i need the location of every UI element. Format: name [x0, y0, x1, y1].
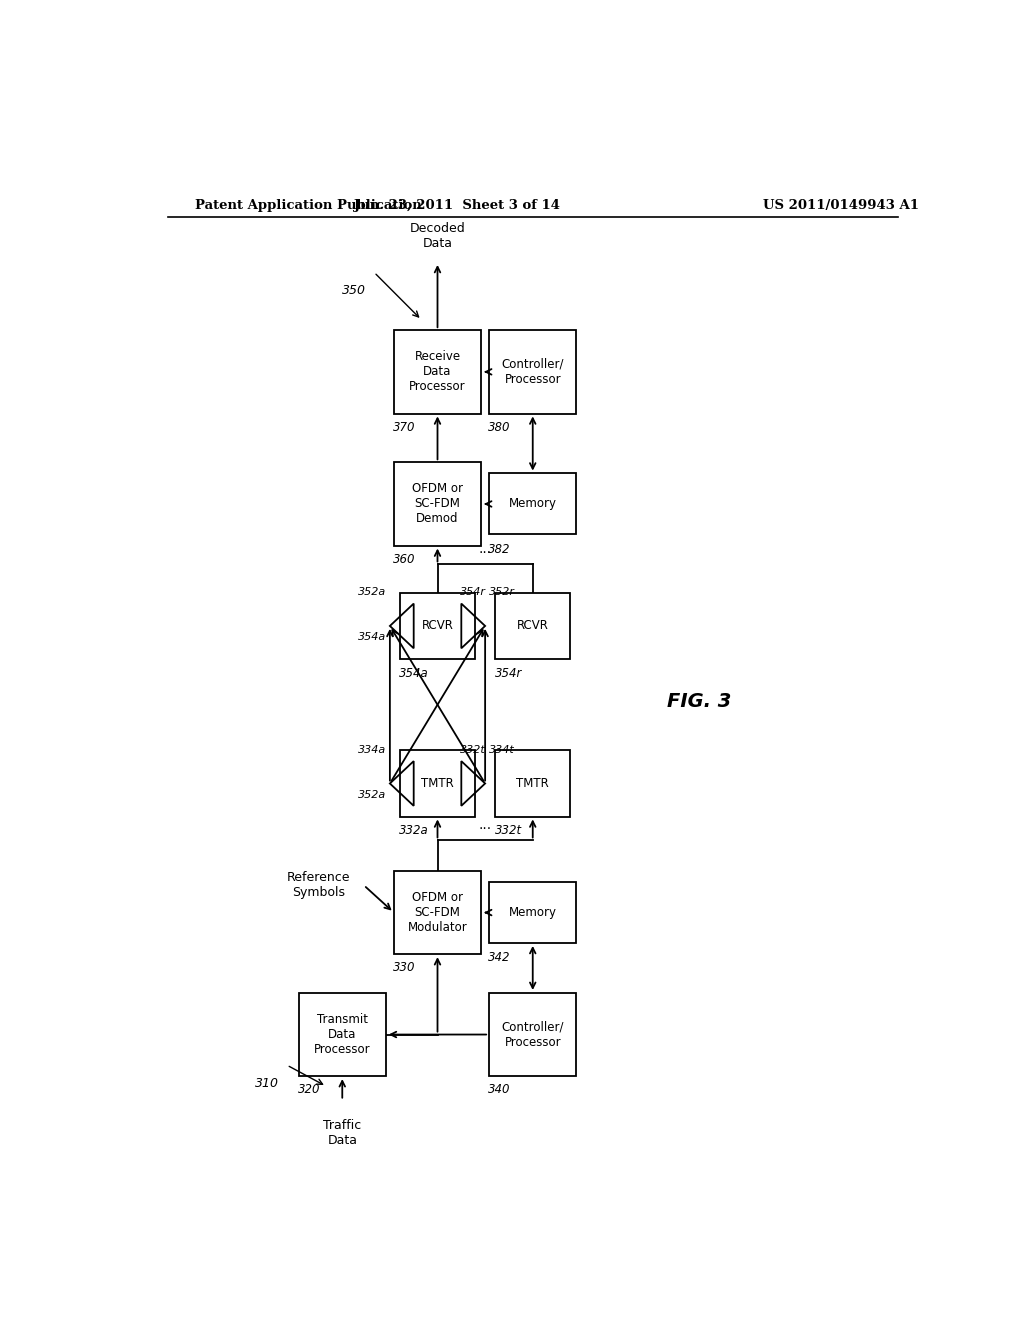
Text: Reference
Symbols: Reference Symbols	[287, 871, 350, 899]
FancyBboxPatch shape	[489, 993, 577, 1076]
Text: 332t: 332t	[460, 744, 485, 755]
Text: TMTR: TMTR	[516, 777, 549, 789]
Text: 340: 340	[488, 1084, 511, 1097]
Text: 330: 330	[393, 961, 416, 974]
Text: 334t: 334t	[489, 744, 515, 755]
Text: TMTR: TMTR	[421, 777, 454, 789]
Text: 370: 370	[393, 421, 416, 434]
FancyBboxPatch shape	[489, 330, 577, 413]
Text: OFDM or
SC-FDM
Demod: OFDM or SC-FDM Demod	[412, 483, 463, 525]
FancyBboxPatch shape	[495, 593, 570, 659]
FancyBboxPatch shape	[399, 751, 475, 817]
Text: 334a: 334a	[357, 744, 386, 755]
Text: 320: 320	[298, 1084, 321, 1097]
Text: 380: 380	[488, 421, 511, 434]
Text: RCVR: RCVR	[422, 619, 454, 632]
Text: 332t: 332t	[495, 824, 522, 837]
Text: Patent Application Publication: Patent Application Publication	[196, 199, 422, 213]
Text: Memory: Memory	[509, 498, 557, 511]
Text: FIG. 3: FIG. 3	[668, 692, 731, 711]
Text: 352a: 352a	[357, 789, 386, 800]
Text: Jun. 23, 2011  Sheet 3 of 14: Jun. 23, 2011 Sheet 3 of 14	[354, 199, 560, 213]
Text: 354a: 354a	[399, 667, 429, 680]
Text: Decoded
Data: Decoded Data	[410, 222, 465, 249]
Text: 354r: 354r	[460, 587, 485, 598]
FancyBboxPatch shape	[495, 751, 570, 817]
FancyBboxPatch shape	[489, 882, 577, 942]
Text: Traffic
Data: Traffic Data	[324, 1119, 361, 1147]
Text: Memory: Memory	[509, 906, 557, 919]
Text: 360: 360	[393, 553, 416, 566]
Text: Controller/
Processor: Controller/ Processor	[502, 358, 564, 385]
FancyBboxPatch shape	[394, 462, 481, 545]
FancyBboxPatch shape	[394, 871, 481, 954]
FancyBboxPatch shape	[399, 593, 475, 659]
Text: Receive
Data
Processor: Receive Data Processor	[410, 350, 466, 393]
Text: 354r: 354r	[495, 667, 522, 680]
Text: 352r: 352r	[489, 587, 515, 598]
Text: US 2011/0149943 A1: US 2011/0149943 A1	[763, 199, 919, 213]
FancyBboxPatch shape	[299, 993, 386, 1076]
Text: OFDM or
SC-FDM
Modulator: OFDM or SC-FDM Modulator	[408, 891, 467, 935]
Text: RCVR: RCVR	[517, 619, 549, 632]
Text: 342: 342	[488, 952, 511, 964]
Text: 352a: 352a	[357, 587, 386, 598]
FancyBboxPatch shape	[489, 474, 577, 535]
Text: 354a: 354a	[357, 632, 386, 642]
Text: 310: 310	[255, 1077, 279, 1090]
Text: 382: 382	[488, 543, 511, 556]
Text: ...: ...	[478, 543, 492, 556]
FancyBboxPatch shape	[394, 330, 481, 413]
Text: 332a: 332a	[399, 824, 429, 837]
Text: ...: ...	[478, 818, 492, 833]
Text: Transmit
Data
Processor: Transmit Data Processor	[314, 1012, 371, 1056]
Text: Controller/
Processor: Controller/ Processor	[502, 1020, 564, 1048]
Text: 350: 350	[342, 284, 367, 297]
